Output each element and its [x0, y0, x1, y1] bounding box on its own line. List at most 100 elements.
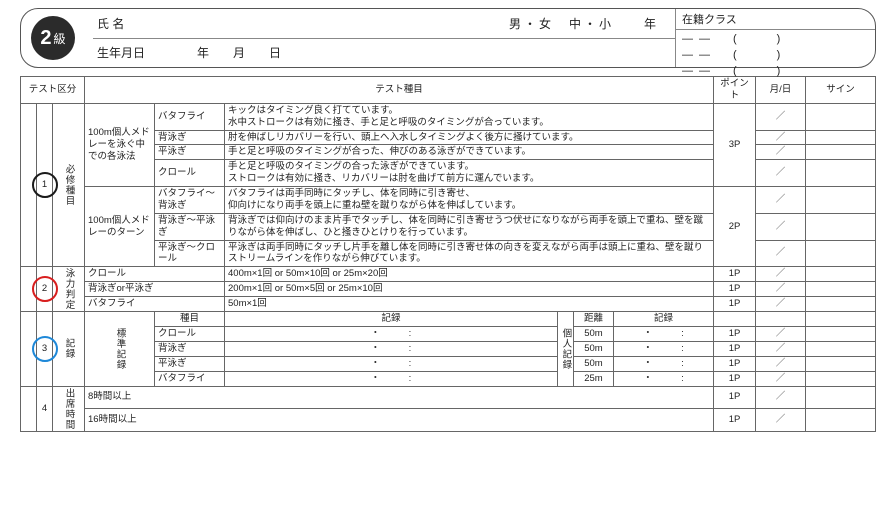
sign-cell[interactable] — [806, 145, 876, 160]
record2-cell[interactable]: ・ : — [613, 327, 713, 342]
stroke-desc: 50m×1回 — [225, 297, 714, 312]
dist-cell: 50m — [573, 356, 613, 371]
col-test-item: テスト種目 — [85, 77, 714, 104]
class-line: ―― ( ) — [682, 46, 869, 62]
table-row: 2 泳力判定 クロール 400m×1回 or 50m×10回 or 25m×20… — [21, 267, 876, 282]
date-cell[interactable]: ／ — [756, 342, 806, 357]
header-row-birth: 生年月日 年 月 日 — [93, 39, 675, 68]
table-row: 100m個人メドレーのターン バタフライ～背泳ぎ バタフライは両手同時にタッチし… — [21, 187, 876, 214]
stroke-name: クロール — [155, 160, 225, 187]
sign-cell[interactable] — [806, 213, 876, 240]
record2-cell[interactable]: ・ : — [613, 342, 713, 357]
stroke-name: 背泳ぎ～平泳ぎ — [155, 213, 225, 240]
date-cell[interactable]: ／ — [756, 409, 806, 432]
sign-cell[interactable] — [806, 312, 876, 327]
sec2-border — [21, 267, 37, 312]
points: 1P — [714, 356, 756, 371]
sign-cell[interactable] — [806, 327, 876, 342]
points: 1P — [714, 409, 756, 432]
points: 1P — [714, 371, 756, 386]
sec1-g1-title: 100m個人メドレーを泳ぐ中での各泳法 — [85, 103, 155, 186]
record2-cell[interactable]: ・ : — [613, 356, 713, 371]
sign-cell[interactable] — [806, 386, 876, 409]
stroke-desc: 平泳ぎは両手同時にタッチし片手を離し体を同時に引き寄せ体の向きを変えながら両手は… — [225, 240, 714, 267]
stroke-desc: 背泳ぎでは仰向けのまま片手でタッチし、体を同時に引き寄せうつ伏せになりながら両手… — [225, 213, 714, 240]
main-table: テスト区分 テスト種目 ポイント 月/日 サイン 1 必修種目 100m個人メド… — [20, 76, 876, 432]
points: 1P — [714, 386, 756, 409]
sign-cell[interactable] — [806, 297, 876, 312]
class-label: 在籍クラス — [676, 9, 875, 30]
date-cell[interactable]: ／ — [756, 103, 806, 130]
record-cell[interactable]: ・ : — [225, 327, 558, 342]
stroke-name: クロール — [85, 267, 225, 282]
sign-cell[interactable] — [806, 103, 876, 130]
stroke-desc: 手と足と呼吸のタイミングが合った、伸びのある泳ぎができています。 — [225, 145, 714, 160]
date-cell[interactable]: ／ — [756, 213, 806, 240]
date-cell[interactable]: ／ — [756, 297, 806, 312]
stroke-desc: バタフライは両手同時にタッチし、体を同時に引き寄せ、 仰向けになり両手を頭上に重… — [225, 187, 714, 214]
col-point: ポイント — [714, 77, 756, 104]
col-record: 記録 — [225, 312, 558, 327]
date-cell[interactable]: ／ — [756, 282, 806, 297]
date-cell[interactable]: ／ — [756, 160, 806, 187]
date-cell[interactable]: ／ — [756, 267, 806, 282]
class-lines: ―― ( ) ―― ( ) ―― ( ) — [676, 30, 875, 78]
table-header-row: テスト区分 テスト種目 ポイント 月/日 サイン — [21, 77, 876, 104]
date-cell[interactable]: ／ — [756, 187, 806, 214]
class-line: ―― ( ) — [682, 62, 869, 78]
date-cell[interactable] — [756, 312, 806, 327]
sec3-sub2-label: 個人記録 — [557, 312, 573, 386]
sign-cell[interactable] — [806, 409, 876, 432]
class-line: ―― ( ) — [682, 30, 869, 46]
header-box: 2 級 氏 名 男・女 中・小 年 生年月日 年 月 日 在籍クラス ―― ( … — [20, 8, 876, 68]
stroke-name: 平泳ぎ — [155, 356, 225, 371]
sign-cell[interactable] — [806, 267, 876, 282]
sign-cell[interactable] — [806, 187, 876, 214]
grade-number: 2 — [40, 27, 51, 50]
table-row: 16時間以上 1P ／ — [21, 409, 876, 432]
grade-suffix: 級 — [54, 30, 66, 47]
header-row-name: 氏 名 男・女 中・小 年 — [93, 9, 675, 39]
stroke-desc: 200m×1回 or 50m×5回 or 25m×10回 — [225, 282, 714, 297]
sign-cell[interactable] — [806, 342, 876, 357]
date-cell[interactable]: ／ — [756, 240, 806, 267]
sign-cell[interactable] — [806, 240, 876, 267]
date-cell[interactable]: ／ — [756, 327, 806, 342]
points: 3P — [714, 103, 756, 186]
date-cell[interactable]: ／ — [756, 130, 806, 145]
sec4-num: 4 — [37, 386, 53, 431]
stroke-name: 背泳ぎ — [155, 342, 225, 357]
date-cell[interactable]: ／ — [756, 145, 806, 160]
sign-cell[interactable] — [806, 160, 876, 187]
record-cell[interactable]: ・ : — [225, 371, 558, 386]
sec1-g2-title: 100m個人メドレーのターン — [85, 187, 155, 267]
record-cell[interactable]: ・ : — [225, 356, 558, 371]
stroke-desc: 手と足と呼吸のタイミングの合った泳ぎができています。 ストロークは有効に掻き、リ… — [225, 160, 714, 187]
sec2-label: 泳力判定 — [53, 267, 85, 312]
birth-label: 生年月日 — [97, 44, 157, 61]
date-cell[interactable]: ／ — [756, 386, 806, 409]
attendance-text: 8時間以上 — [85, 386, 714, 409]
sec1-border — [21, 103, 37, 267]
col-record2: 記録 — [613, 312, 713, 327]
points: 1P — [714, 327, 756, 342]
col-stroke: 種目 — [155, 312, 225, 327]
sign-cell[interactable] — [806, 371, 876, 386]
name-label: 氏 名 — [97, 15, 157, 32]
sec1-label: 必修種目 — [53, 103, 85, 267]
stroke-name: バタフライ — [85, 297, 225, 312]
table-row: 背泳ぎor平泳ぎ 200m×1回 or 50m×5回 or 25m×10回 1P… — [21, 282, 876, 297]
date-cell[interactable]: ／ — [756, 371, 806, 386]
sign-cell[interactable] — [806, 356, 876, 371]
grade-badge: 2 級 — [31, 16, 75, 60]
gender-line: 男・女 中・小 年 — [509, 15, 659, 32]
table-row: 4 出席時間 8時間以上 1P ／ — [21, 386, 876, 409]
sign-cell[interactable] — [806, 130, 876, 145]
stroke-desc: 肘を伸ばしリカバリーを行い、頭上へ入水しタイミングよく後方に掻けています。 — [225, 130, 714, 145]
sign-cell[interactable] — [806, 282, 876, 297]
dist-cell: 50m — [573, 342, 613, 357]
date-cell[interactable]: ／ — [756, 356, 806, 371]
sec2-num: 2 — [37, 267, 53, 312]
record2-cell[interactable]: ・ : — [613, 371, 713, 386]
record-cell[interactable]: ・ : — [225, 342, 558, 357]
